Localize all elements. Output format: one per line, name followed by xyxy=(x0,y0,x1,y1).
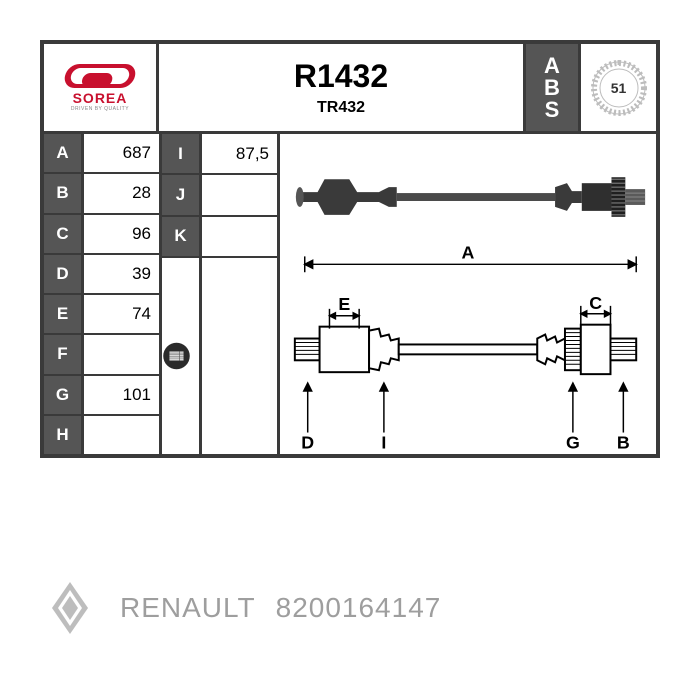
body-row: A B C D E F G H 687 28 96 39 74 101 I J … xyxy=(44,134,656,454)
footer-oem: 8200164147 xyxy=(276,592,442,624)
driveshaft-diagram-icon: A xyxy=(280,134,656,454)
dim-val xyxy=(202,175,277,216)
dim-keys-left: A B C D E F G H xyxy=(44,134,84,454)
abs-a: A xyxy=(544,55,560,77)
brand-tagline: DRIVEN BY QUALITY xyxy=(71,106,129,112)
spline-detail-cell xyxy=(162,258,199,454)
dim-val: 87,5 xyxy=(202,134,277,175)
dim-vals-right: 87,5 xyxy=(202,134,280,454)
dim-label-A: A xyxy=(462,242,475,262)
sorea-logo-icon xyxy=(62,64,137,88)
dim-val xyxy=(84,416,159,454)
abs-b: B xyxy=(544,77,560,99)
abs-label: A B S xyxy=(526,44,581,131)
dim-label-I: I xyxy=(381,432,386,452)
dim-vals-left: 687 28 96 39 74 101 xyxy=(84,134,162,454)
renault-logo-icon xyxy=(40,578,100,638)
abs-gear-cell: 51 xyxy=(581,44,656,131)
abs-s: S xyxy=(545,99,560,121)
dim-key: E xyxy=(44,295,81,335)
header-row: SOREA DRIVEN BY QUALITY R1432 TR432 A B … xyxy=(44,44,656,134)
dim-key: I xyxy=(162,134,199,175)
dim-label-E: E xyxy=(338,294,350,314)
dim-val: 687 xyxy=(84,134,159,174)
diagram-area: A xyxy=(280,134,656,454)
footer: RENAULT 8200164147 xyxy=(40,578,660,638)
dim-key: F xyxy=(44,335,81,375)
dim-label-G: G xyxy=(566,432,580,452)
footer-make: RENAULT xyxy=(120,592,256,624)
abs-teeth-count: 51 xyxy=(611,80,627,96)
dim-val: 101 xyxy=(84,376,159,416)
dim-key: J xyxy=(162,175,199,216)
dim-val: 28 xyxy=(84,174,159,214)
spec-card: SOREA DRIVEN BY QUALITY R1432 TR432 A B … xyxy=(40,40,660,458)
dim-key: A xyxy=(44,134,81,174)
dim-key: B xyxy=(44,174,81,214)
title-cell: R1432 TR432 xyxy=(159,44,526,131)
dim-val xyxy=(202,217,277,258)
dim-label-B: B xyxy=(617,432,630,452)
dim-val xyxy=(84,335,159,375)
dim-key: H xyxy=(44,416,81,454)
empty-cell xyxy=(202,258,277,454)
dim-keys-right: I J K xyxy=(162,134,202,454)
dim-label-C: C xyxy=(589,293,602,313)
dim-val: 96 xyxy=(84,215,159,255)
dim-label-D: D xyxy=(301,432,314,452)
dim-val: 74 xyxy=(84,295,159,335)
dim-key: D xyxy=(44,255,81,295)
part-main-ref: R1432 xyxy=(294,58,388,95)
brand-logo-cell: SOREA DRIVEN BY QUALITY xyxy=(44,44,159,131)
part-sub-ref: TR432 xyxy=(317,99,365,117)
dim-key: K xyxy=(162,217,199,258)
dim-key: C xyxy=(44,215,81,255)
dim-key: G xyxy=(44,376,81,416)
spline-detail-icon xyxy=(162,301,191,411)
brand-name: SOREA xyxy=(73,90,128,106)
dim-val: 39 xyxy=(84,255,159,295)
